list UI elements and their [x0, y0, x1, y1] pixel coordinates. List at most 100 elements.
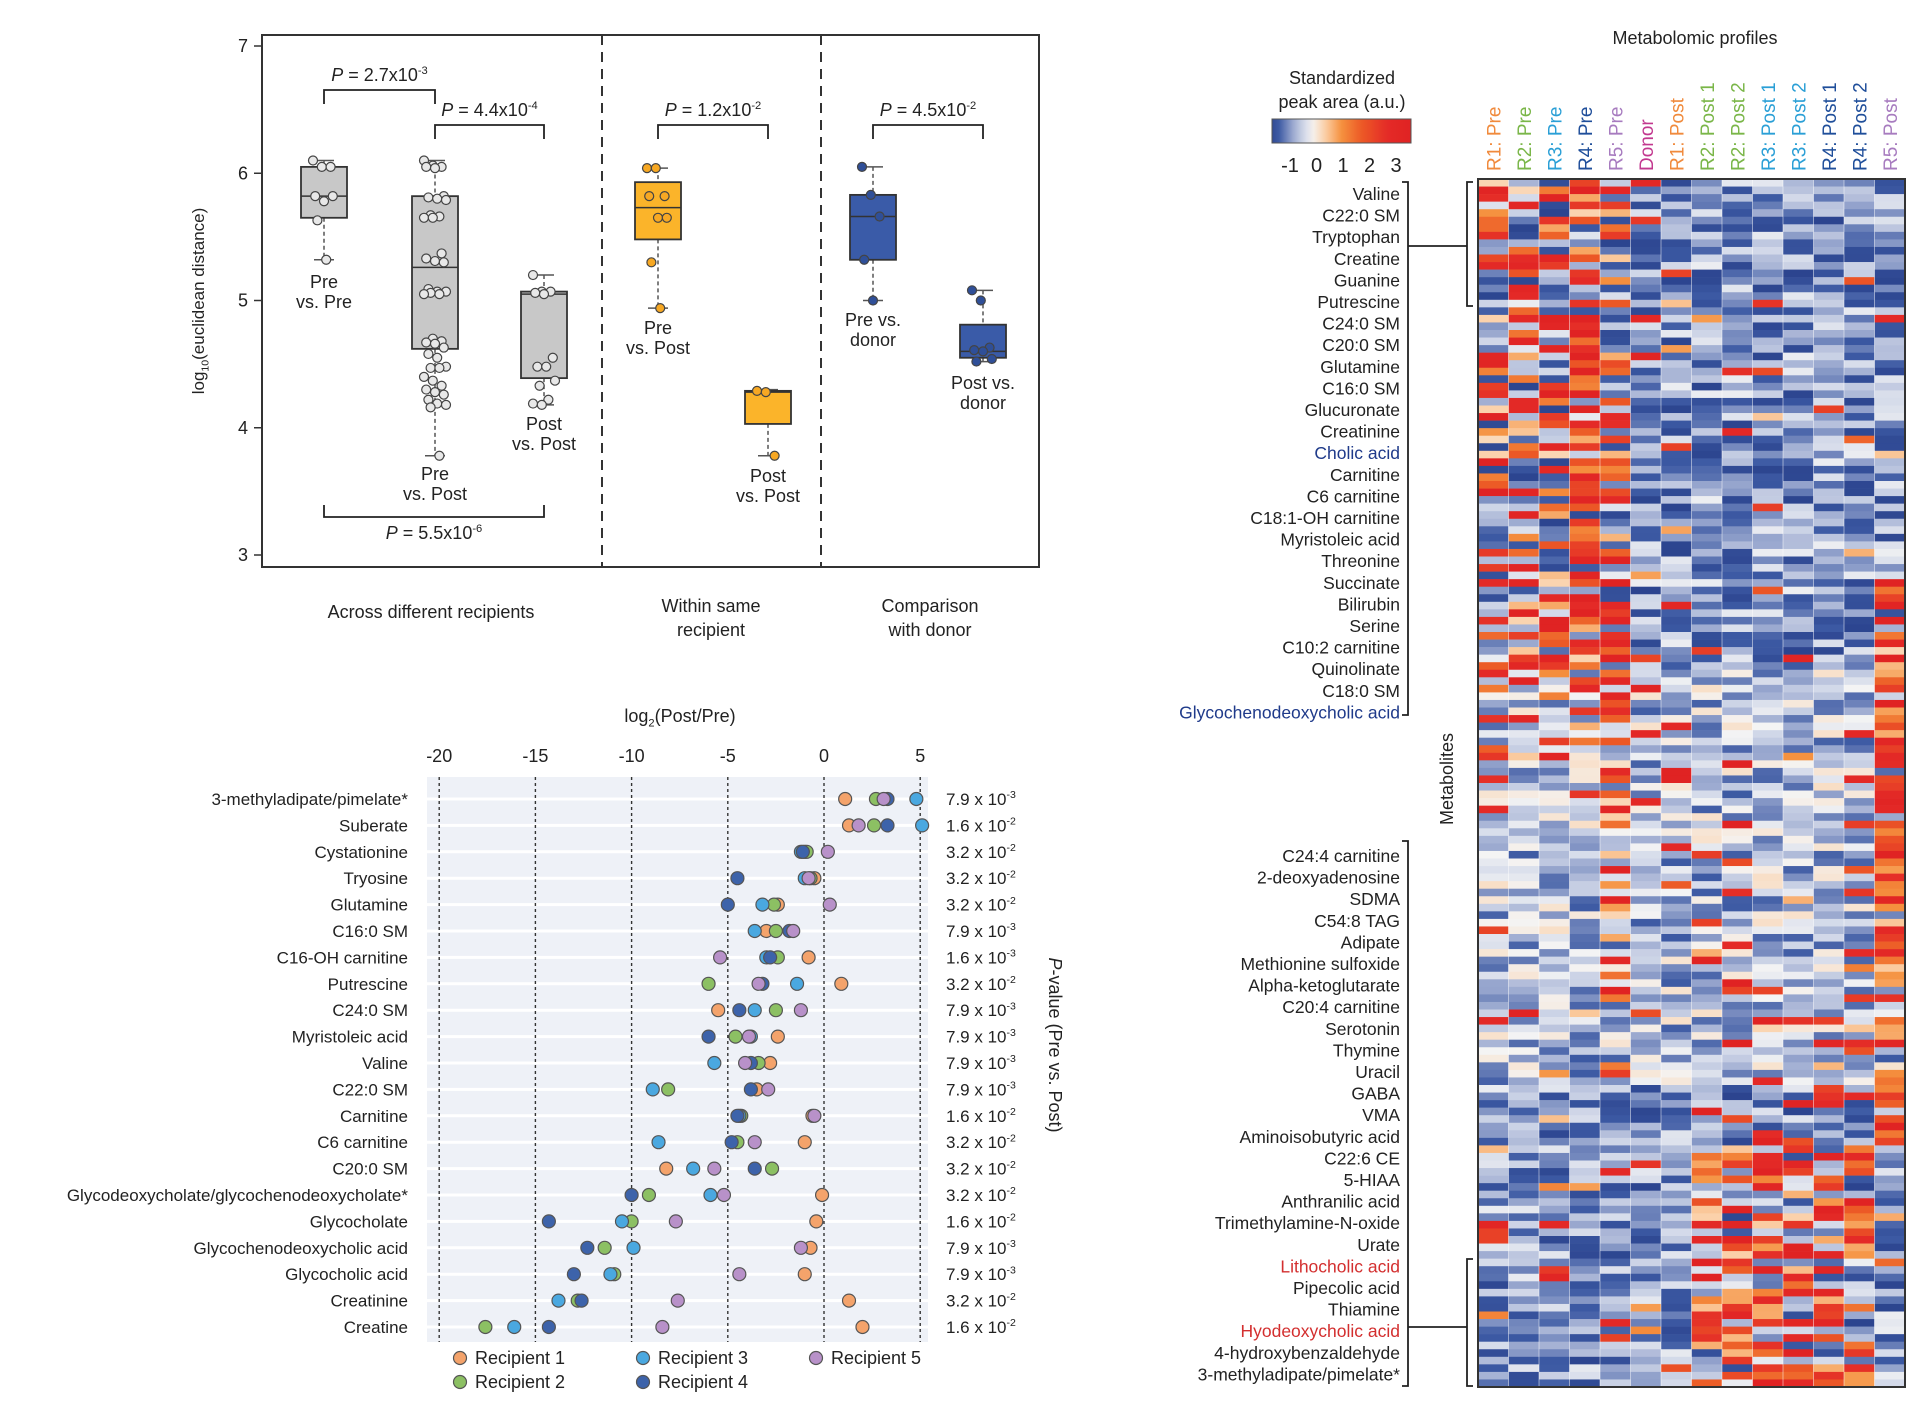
heatmap-cell — [1844, 179, 1875, 187]
heatmap-cell — [1478, 752, 1509, 761]
heatmap-cell — [1691, 1356, 1723, 1365]
heatmap-cell — [1722, 1288, 1753, 1297]
colorbar — [1271, 118, 1412, 144]
heatmap-cell — [1630, 994, 1662, 1003]
heatmap-cell — [1844, 1273, 1875, 1282]
p-value-label: 7.9 x 10-3 — [946, 1000, 1016, 1020]
heatmap-cell — [1600, 435, 1631, 444]
heatmap-cell — [1600, 715, 1631, 723]
heatmap-cell — [1600, 1107, 1631, 1116]
heatmap-cell — [1661, 949, 1692, 957]
heatmap-cell — [1569, 647, 1601, 655]
heatmap-cell — [1874, 322, 1906, 331]
heatmap-cell — [1844, 405, 1875, 414]
heatmap-cell — [1600, 1341, 1631, 1350]
row-label: C18:0 SM — [1322, 681, 1400, 701]
heatmap-cell — [1508, 941, 1540, 950]
data-point — [429, 163, 441, 174]
group-label: donor — [850, 330, 896, 350]
row-label: Creatine — [344, 1318, 408, 1337]
heatmap-cell — [1722, 1379, 1753, 1388]
heatmap-cell — [1569, 1017, 1601, 1025]
dot-recipient-5 — [807, 1108, 822, 1123]
heatmap-cell — [1691, 994, 1723, 1003]
heatmap-cell — [1752, 934, 1784, 942]
heatmap-cell — [1844, 254, 1875, 263]
data-point — [966, 285, 978, 296]
heatmap-cell — [1874, 1168, 1906, 1176]
y-tick-label: 5 — [238, 291, 248, 311]
heatmap-cell — [1691, 533, 1723, 542]
heatmap-cell — [1661, 956, 1692, 965]
heatmap-cell — [1874, 382, 1906, 391]
heatmap-cell — [1813, 692, 1845, 701]
heatmap-cell — [1874, 390, 1906, 399]
dot-recipient-5 — [786, 923, 801, 939]
heatmap-cell — [1508, 216, 1540, 225]
heatmap-cell — [1783, 964, 1814, 973]
heatmap-cell — [1539, 518, 1570, 527]
heatmap-cell — [1874, 594, 1906, 603]
heatmap-cell — [1539, 337, 1570, 346]
data-point — [527, 269, 539, 281]
heatmap-cell — [1630, 647, 1662, 655]
heatmap-cell — [1783, 254, 1814, 263]
heatmap-cell — [1752, 835, 1784, 844]
heatmap-cell — [1813, 330, 1845, 338]
heatmap-cell — [1661, 1145, 1692, 1154]
heatmap-cell — [1752, 390, 1784, 399]
heatmap-cell — [1813, 231, 1845, 240]
heatmap-cell — [1630, 1236, 1662, 1244]
heatmap-cell — [1691, 1220, 1723, 1229]
row-label: Glucuronate — [1305, 400, 1400, 420]
heatmap-cell — [1478, 533, 1509, 542]
heatmap-cell — [1600, 179, 1631, 187]
heatmap-cell — [1722, 1054, 1753, 1063]
heatmap-cell — [1874, 677, 1906, 686]
heatmap-cell — [1722, 526, 1753, 535]
heatmap-cell — [1844, 1205, 1875, 1214]
heatmap-cell — [1752, 1371, 1784, 1380]
heatmap-cell — [1813, 1009, 1845, 1018]
heatmap-cell — [1508, 1228, 1540, 1237]
heatmap-cell — [1600, 639, 1631, 648]
heatmap-cell — [1569, 850, 1601, 859]
heatmap-cell — [1508, 964, 1540, 973]
heatmap-cell — [1508, 994, 1540, 1003]
heatmap-cell — [1569, 352, 1601, 361]
heatmap-cell — [1722, 307, 1753, 316]
heatmap-cell — [1752, 903, 1784, 912]
heatmap-cell — [1844, 1122, 1875, 1131]
heatmap-cell — [1752, 1341, 1784, 1350]
heatmap-cell — [1661, 186, 1692, 195]
heatmap-cell — [1539, 775, 1570, 784]
heatmap-cell — [1539, 949, 1570, 957]
heatmap-cell — [1813, 246, 1845, 255]
heatmap-cell — [1661, 1198, 1692, 1207]
heatmap-cell — [1478, 669, 1509, 678]
heatmap-cell — [1722, 1198, 1753, 1207]
heatmap-cell — [1691, 1349, 1723, 1358]
row-label: C16:0 SM — [332, 922, 408, 941]
heatmap-cell — [1874, 918, 1906, 927]
heatmap-cell — [1539, 1077, 1570, 1086]
heatmap-cell — [1508, 918, 1540, 927]
heatmap-cell — [1569, 986, 1601, 995]
heatmap-cell — [1691, 360, 1723, 369]
heatmap-cell — [1722, 1251, 1753, 1259]
heatmap-cell — [1783, 413, 1814, 421]
heatmap-cell — [1783, 322, 1814, 331]
heatmap-cell — [1630, 337, 1662, 346]
heatmap-cell — [1539, 1319, 1570, 1327]
heatmap-cell — [1844, 1349, 1875, 1358]
heatmap-cell — [1813, 526, 1845, 535]
heatmap-cell — [1569, 428, 1601, 436]
heatmap-cell — [1478, 1115, 1509, 1124]
heatmap-cell — [1722, 601, 1753, 610]
row-label: C20:4 carnitine — [1282, 997, 1400, 1017]
heatmap-cell — [1752, 971, 1784, 980]
heatmap-cell — [1874, 956, 1906, 965]
heatmap-cell — [1569, 405, 1601, 414]
heatmap-cell — [1844, 949, 1875, 957]
